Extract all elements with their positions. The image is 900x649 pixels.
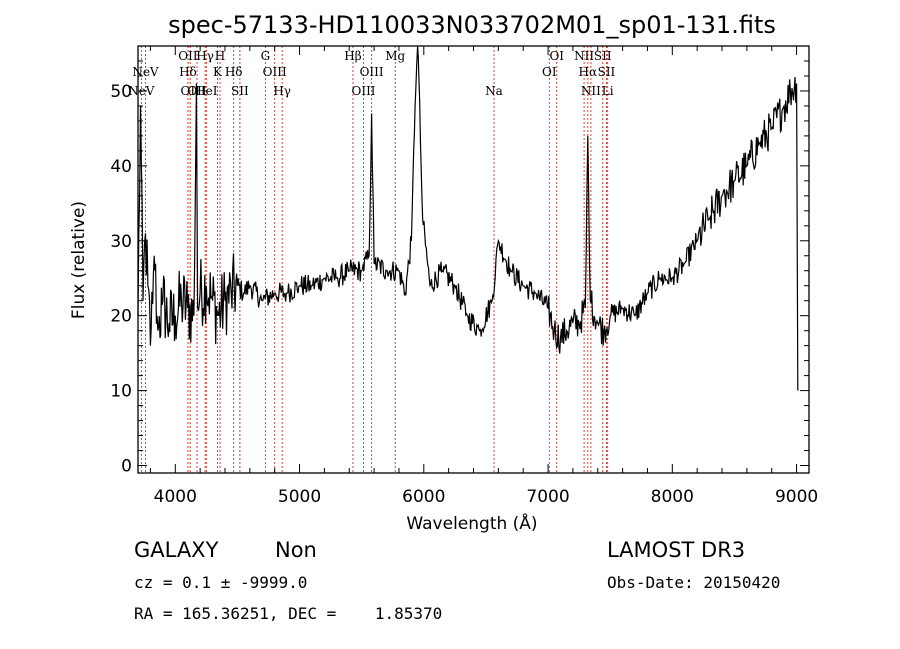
spectrum-series-line: [137, 45, 799, 391]
line-marker-label: Hδ: [179, 65, 197, 79]
line-marker-label: Hβ: [344, 49, 361, 63]
line-marker-label: OI: [542, 65, 557, 79]
y-tick-label: 50: [110, 82, 132, 102]
y-axis-label: Flux (relative): [69, 201, 89, 319]
plot-frame: [137, 45, 810, 474]
x-tick-label: 5000: [278, 487, 321, 507]
line-marker-label: SII: [594, 49, 612, 63]
x-tick-label: 4000: [154, 487, 197, 507]
y-axis-ticks: 0 10 20 30 40 50: [110, 60, 809, 477]
emission-line-labels: NeVNeVOIIHδOIIOIIHγHeIKHHδSIIGOIIIHγHβOI…: [128, 49, 615, 98]
line-marker-label: Hγ: [196, 49, 214, 63]
redshift-readout: cz = 0.1 ± -9999.0: [134, 573, 308, 592]
line-marker-label: OIII: [351, 84, 375, 98]
survey-name: LAMOST DR3: [607, 538, 746, 562]
line-marker-label: SII: [598, 65, 616, 79]
line-marker-label: SII: [231, 84, 249, 98]
line-marker-label: K: [213, 65, 223, 79]
x-axis-label: Wavelength (Å): [406, 512, 537, 534]
emission-line-markers: [140, 46, 609, 473]
line-marker-label: NII: [581, 84, 601, 98]
line-marker-label: H: [215, 49, 225, 63]
x-axis-ticks: 4000 5000 6000 7000 8000 9000: [149, 46, 818, 507]
chart-title: spec-57133-HD110033N033702M01_sp01-131.f…: [168, 11, 776, 39]
x-tick-label: 6000: [402, 487, 445, 507]
object-subclass: Non: [275, 538, 317, 562]
line-marker-label: Hδ: [225, 65, 243, 79]
x-tick-label: 9000: [775, 487, 818, 507]
observation-date: Obs-Date: 20150420: [607, 573, 781, 592]
line-marker-label: Na: [485, 84, 503, 98]
y-tick-label: 0: [121, 457, 132, 477]
y-tick-label: 30: [110, 232, 132, 252]
line-marker-label: OII: [187, 84, 207, 98]
line-marker-label: Hγ: [273, 84, 291, 98]
line-marker-label: HeI: [195, 84, 218, 98]
line-marker-label: Li: [602, 84, 614, 98]
line-marker-label: G: [261, 49, 271, 63]
line-marker-label: OIII: [360, 65, 384, 79]
line-marker-label: Hα: [579, 65, 598, 79]
y-tick-label: 40: [110, 157, 132, 177]
line-marker-label: OI: [549, 49, 564, 63]
object-class: GALAXY: [134, 538, 219, 562]
line-marker-label: NeV: [132, 65, 159, 79]
line-marker-label: OII: [178, 49, 198, 63]
x-tick-label: 8000: [651, 487, 694, 507]
line-marker-label: OII: [181, 84, 201, 98]
y-tick-label: 10: [110, 382, 132, 402]
line-marker-label: OIII: [263, 65, 287, 79]
line-marker-label: NII: [574, 49, 594, 63]
x-tick-label: 7000: [526, 487, 569, 507]
y-tick-label: 20: [110, 307, 132, 327]
coordinates-readout: RA = 165.36251, DEC = 1.85370: [134, 604, 443, 623]
line-marker-label: Mg: [385, 49, 405, 63]
